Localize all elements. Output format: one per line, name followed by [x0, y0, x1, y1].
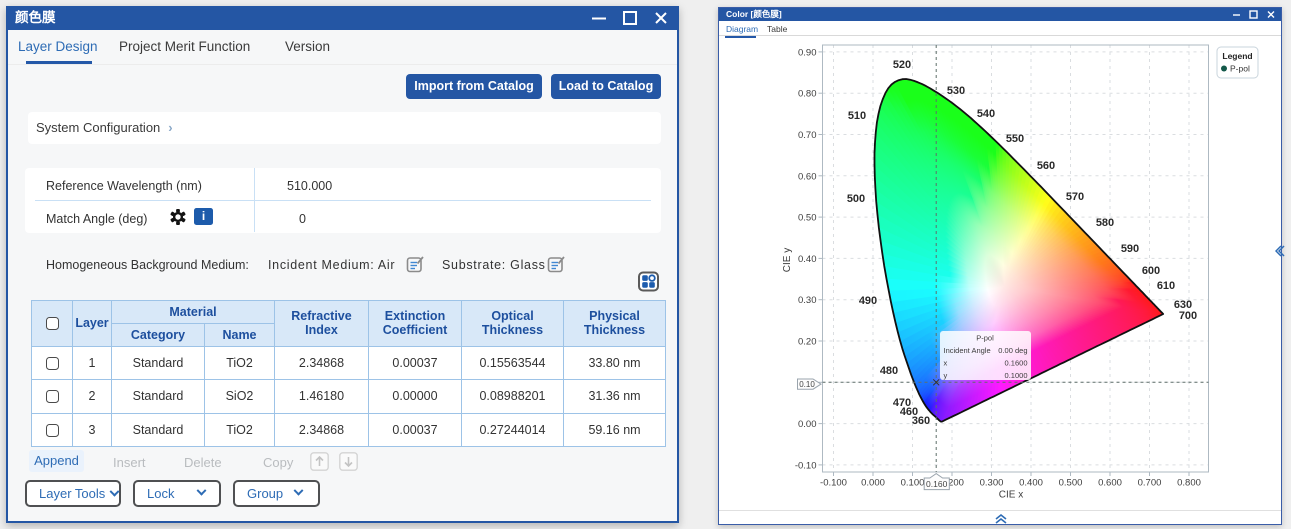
svg-text:630: 630	[1174, 299, 1192, 311]
svg-text:y: y	[944, 371, 948, 380]
svg-text:0.1600: 0.1600	[1005, 359, 1028, 368]
svg-text:-0.10: -0.10	[795, 460, 817, 471]
svg-text:510: 510	[848, 110, 866, 122]
svg-text:520: 520	[893, 59, 911, 71]
svg-text:0.500: 0.500	[1059, 478, 1083, 489]
svg-text:480: 480	[880, 365, 898, 377]
svg-text:CIE x: CIE x	[999, 490, 1023, 501]
svg-text:x: x	[944, 359, 948, 368]
svg-text:0.100: 0.100	[901, 478, 925, 489]
svg-text:610: 610	[1157, 280, 1175, 292]
svg-text:0.90: 0.90	[798, 47, 817, 58]
svg-text:570: 570	[1066, 191, 1084, 203]
svg-text:560: 560	[1037, 160, 1055, 172]
svg-text:Legend: Legend	[1222, 51, 1252, 61]
svg-text:590: 590	[1121, 243, 1139, 255]
svg-text:700: 700	[1179, 310, 1197, 322]
svg-text:0.10: 0.10	[799, 380, 815, 389]
svg-text:460: 460	[900, 406, 918, 418]
svg-text:0.70: 0.70	[798, 130, 817, 141]
svg-text:0.000: 0.000	[861, 478, 885, 489]
svg-text:600: 600	[1142, 265, 1160, 277]
svg-text:0.160: 0.160	[926, 479, 948, 489]
svg-text:0.800: 0.800	[1177, 478, 1201, 489]
svg-text:0.600: 0.600	[1098, 478, 1122, 489]
svg-text:360: 360	[912, 415, 930, 427]
svg-text:0.50: 0.50	[798, 213, 817, 224]
svg-text:550: 550	[1006, 133, 1024, 145]
svg-text:0.700: 0.700	[1138, 478, 1162, 489]
svg-text:490: 490	[859, 295, 877, 307]
svg-text:470: 470	[893, 397, 911, 409]
svg-text:0.30: 0.30	[798, 295, 817, 306]
svg-text:530: 530	[947, 85, 965, 97]
svg-text:0.200: 0.200	[940, 478, 964, 489]
svg-text:500: 500	[847, 193, 865, 205]
svg-text:580: 580	[1096, 217, 1114, 229]
svg-text:0.1000: 0.1000	[1005, 371, 1028, 380]
svg-text:-0.100: -0.100	[820, 478, 847, 489]
svg-text:P-pol: P-pol	[976, 334, 994, 343]
svg-text:0.00: 0.00	[798, 419, 817, 430]
svg-text:CIE y: CIE y	[782, 248, 793, 272]
svg-text:0.20: 0.20	[798, 337, 817, 348]
svg-text:0.300: 0.300	[980, 478, 1004, 489]
svg-text:0.60: 0.60	[798, 171, 817, 182]
svg-text:0.40: 0.40	[798, 254, 817, 265]
svg-text:540: 540	[977, 108, 995, 120]
svg-text:Incident Angle: Incident Angle	[944, 346, 991, 355]
svg-text:P-pol: P-pol	[1230, 64, 1250, 74]
svg-text:0.00 deg: 0.00 deg	[998, 346, 1027, 355]
svg-text:0.80: 0.80	[798, 89, 817, 100]
svg-text:0.400: 0.400	[1019, 478, 1043, 489]
